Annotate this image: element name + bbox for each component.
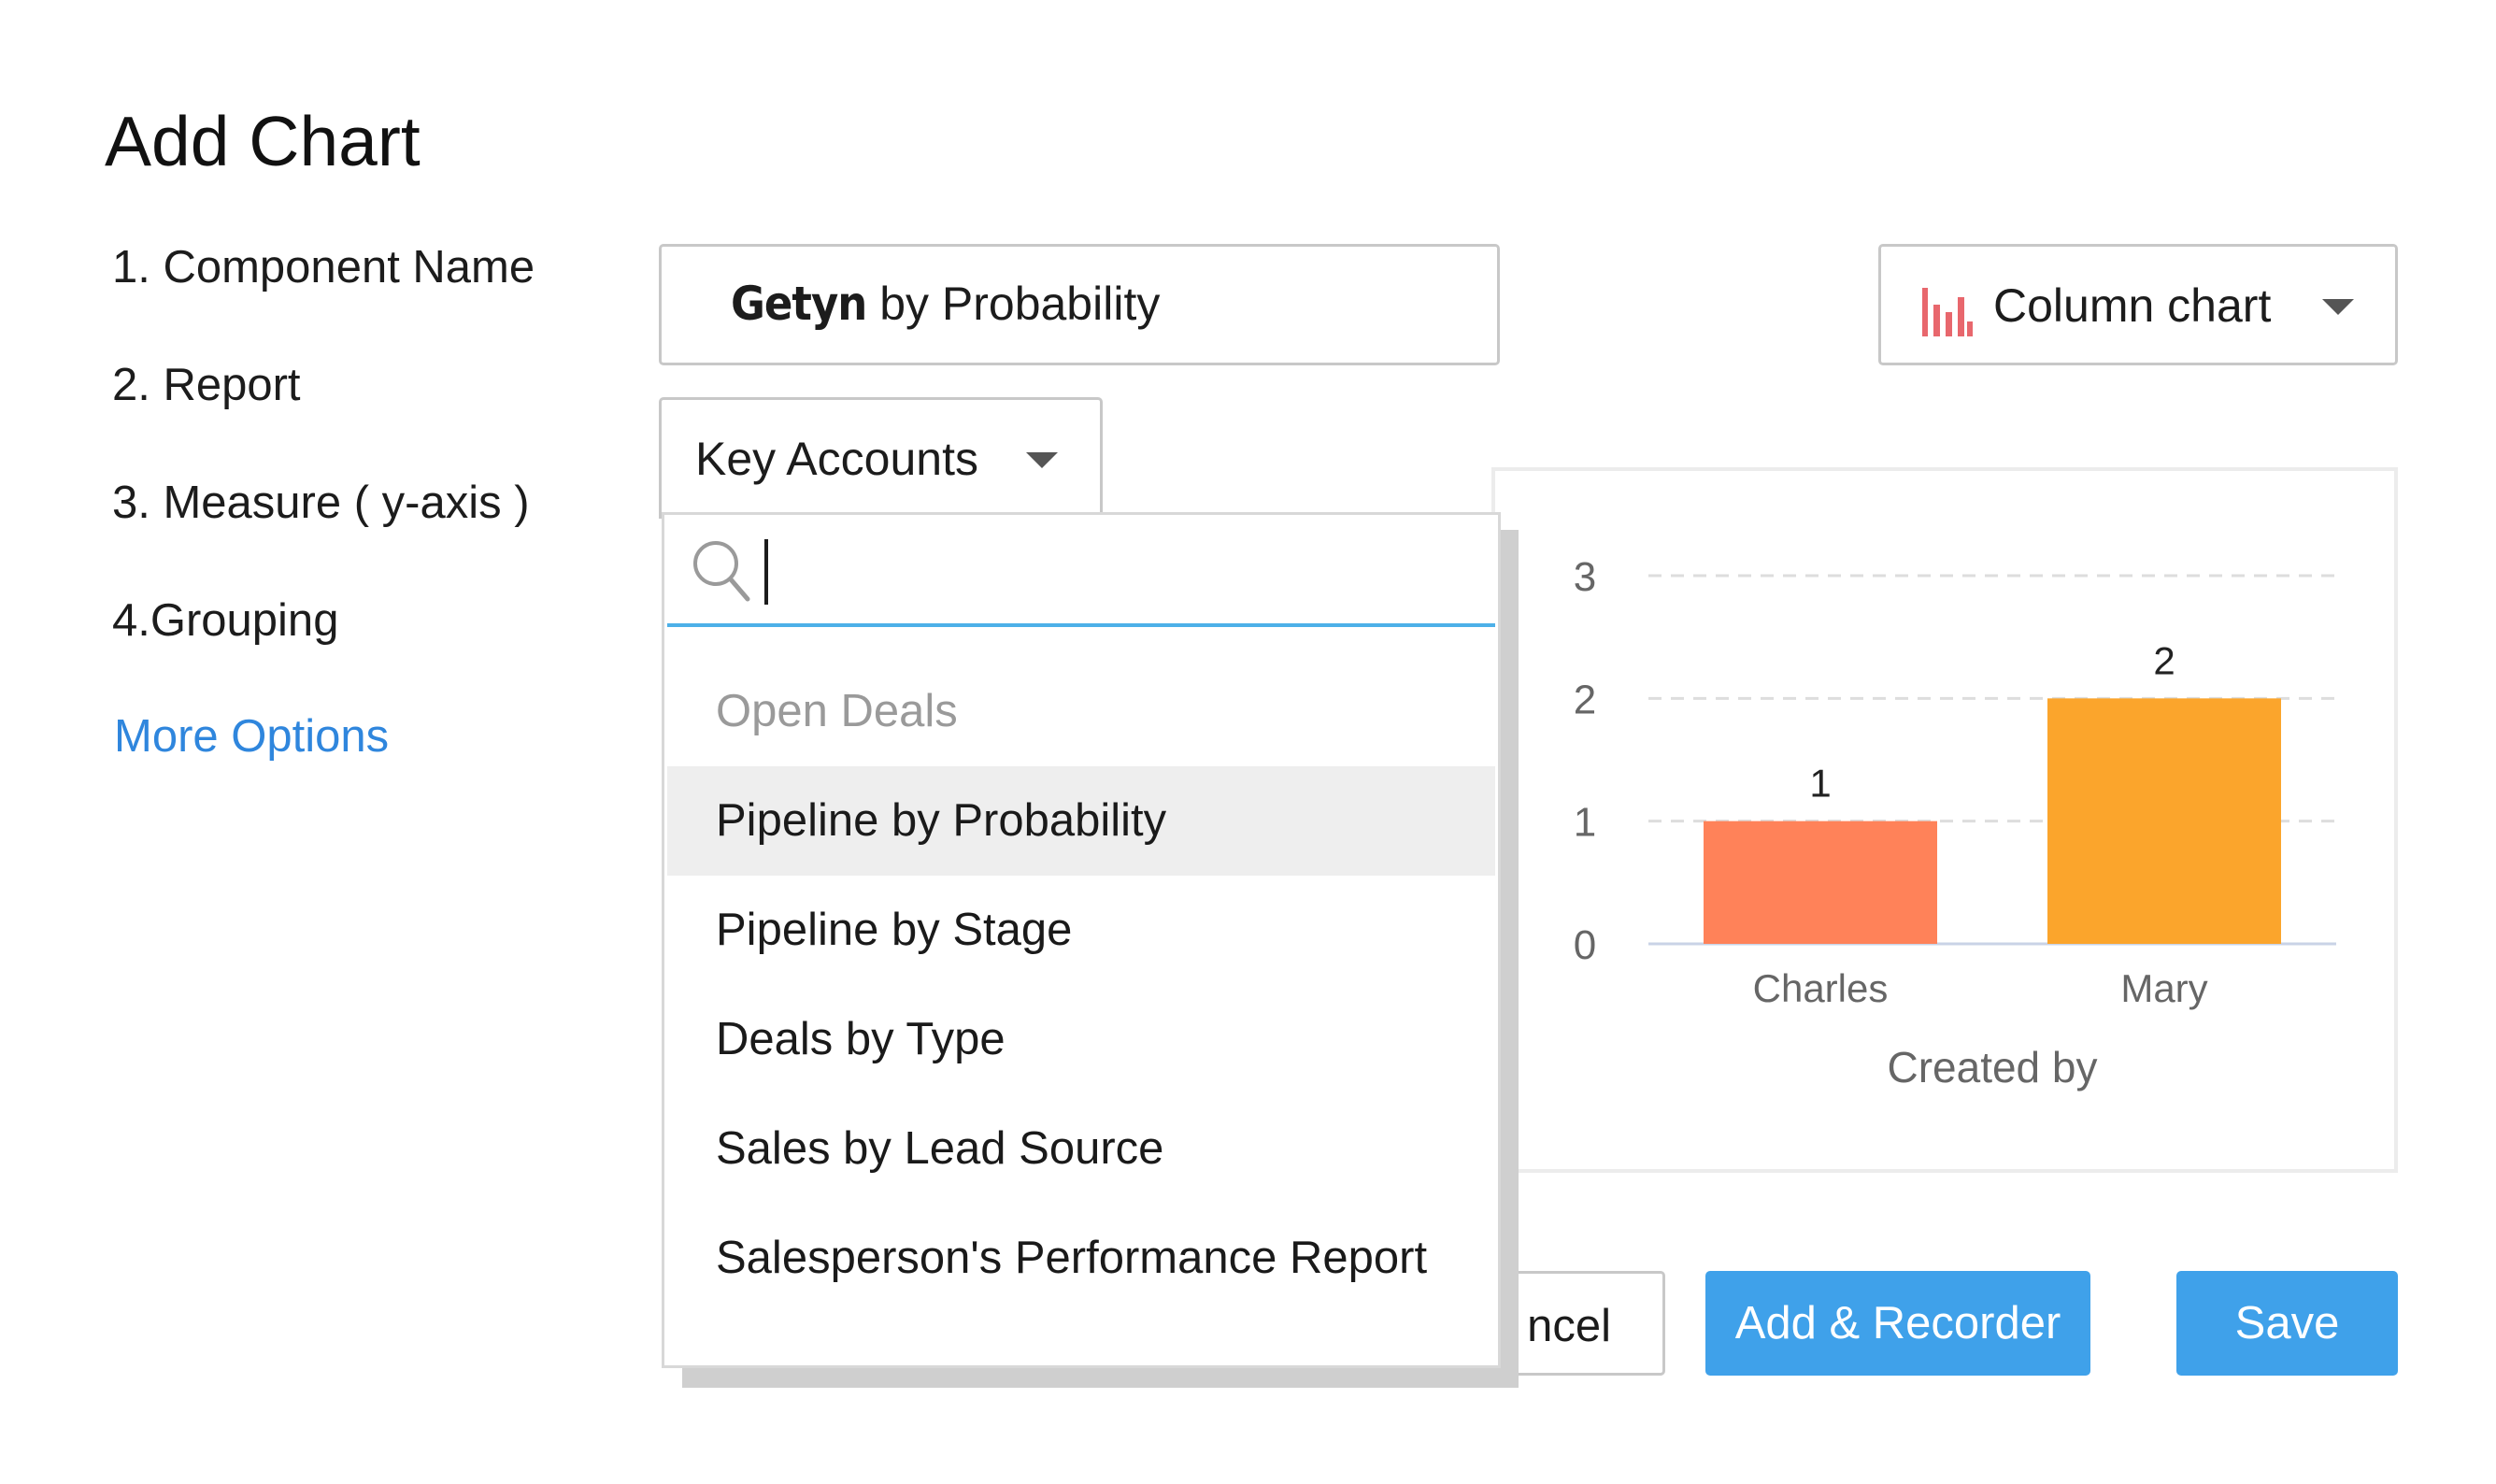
y-tick-label: 3 <box>1574 554 1596 600</box>
component-name-bold: Getyn <box>731 277 867 331</box>
x-tick-label: Mary <box>2120 966 2207 1010</box>
report-select[interactable]: Key Accounts <box>659 397 1103 519</box>
x-axis-title: Created by <box>1887 1043 2097 1092</box>
dropdown-option-salesperson-performance[interactable]: Salesperson's Performance Report <box>716 1233 1428 1283</box>
add-recorder-button[interactable]: Add & Recorder <box>1705 1271 2090 1376</box>
chart-type-select[interactable]: Column chart <box>1878 244 2398 365</box>
dialog-title: Add Chart <box>105 102 421 180</box>
dropdown-option-pipeline-by-probability[interactable]: Pipeline by Probability <box>667 766 1495 876</box>
step-report-label: 2. Report <box>112 360 301 410</box>
save-button[interactable]: Save <box>2176 1271 2398 1376</box>
dropdown-search <box>667 515 1495 627</box>
dropdown-option-pipeline-by-stage[interactable]: Pipeline by Stage <box>716 905 1073 955</box>
search-icon <box>693 541 750 602</box>
report-dropdown-menu: Open Deals Pipeline by Probability Pipel… <box>662 512 1501 1368</box>
bar <box>1704 820 1937 944</box>
x-tick-label: Charles <box>1753 966 1889 1010</box>
cancel-button-label: ncel <box>1527 1301 1611 1351</box>
chart-preview: 0 1 2 3 1 Charles 2 Mary Created by <box>1491 467 2398 1173</box>
chevron-down-icon <box>2322 299 2354 315</box>
step-grouping-label: 4.Grouping <box>112 595 339 646</box>
component-name-input[interactable]: Getyn by Probability <box>659 244 1500 365</box>
text-cursor <box>764 539 768 605</box>
y-tick-label: 2 <box>1574 677 1596 722</box>
component-name-rest: by Probability <box>866 278 1161 330</box>
data-label: 2 <box>2153 638 2175 682</box>
y-tick-label: 0 <box>1574 922 1596 968</box>
column-chart: 0 1 2 3 1 Charles 2 Mary Created by <box>1574 554 2336 1092</box>
component-name-value: Getyn by Probability <box>731 277 1160 331</box>
more-options-link[interactable]: More Options <box>114 711 390 762</box>
dropdown-option-deals-by-type[interactable]: Deals by Type <box>716 1014 1006 1064</box>
column-chart-icon <box>1922 288 1973 336</box>
step-component-name-label: 1. Component Name <box>112 242 535 293</box>
dropdown-group-label: Open Deals <box>716 686 958 736</box>
chevron-down-icon <box>1026 452 1058 468</box>
chart-type-label: Column chart <box>1993 279 2272 332</box>
bar <box>2047 698 2281 944</box>
y-tick-label: 1 <box>1574 800 1596 846</box>
step-measure-label: 3. Measure ( y-axis ) <box>112 478 530 528</box>
report-selected-label: Key Accounts <box>695 433 978 485</box>
data-label: 1 <box>1809 762 1831 806</box>
dropdown-option-sales-by-lead-source[interactable]: Sales by Lead Source <box>716 1123 1164 1174</box>
dropdown-search-input[interactable] <box>775 534 1470 606</box>
